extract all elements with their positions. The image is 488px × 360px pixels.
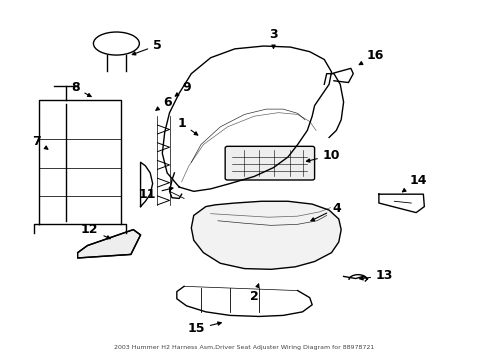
- FancyBboxPatch shape: [224, 146, 314, 180]
- Text: 6: 6: [156, 95, 171, 110]
- Text: 8: 8: [71, 81, 91, 96]
- Text: 7: 7: [32, 135, 48, 149]
- Text: 5: 5: [132, 39, 162, 55]
- Text: 13: 13: [359, 269, 392, 282]
- Polygon shape: [78, 230, 140, 258]
- Text: 16: 16: [359, 49, 383, 65]
- Text: 2: 2: [249, 284, 259, 303]
- Text: 2003 Hummer H2 Harness Asm,Driver Seat Adjuster Wiring Diagram for 88978721: 2003 Hummer H2 Harness Asm,Driver Seat A…: [114, 345, 374, 350]
- Text: 15: 15: [187, 322, 221, 336]
- Text: 10: 10: [306, 149, 340, 162]
- Text: 4: 4: [310, 202, 340, 221]
- Text: 11: 11: [139, 187, 173, 201]
- Text: 3: 3: [268, 28, 277, 48]
- Polygon shape: [191, 201, 341, 269]
- Text: 1: 1: [177, 117, 197, 135]
- Text: 9: 9: [175, 81, 190, 96]
- Text: 12: 12: [81, 223, 110, 239]
- Text: 14: 14: [402, 174, 427, 192]
